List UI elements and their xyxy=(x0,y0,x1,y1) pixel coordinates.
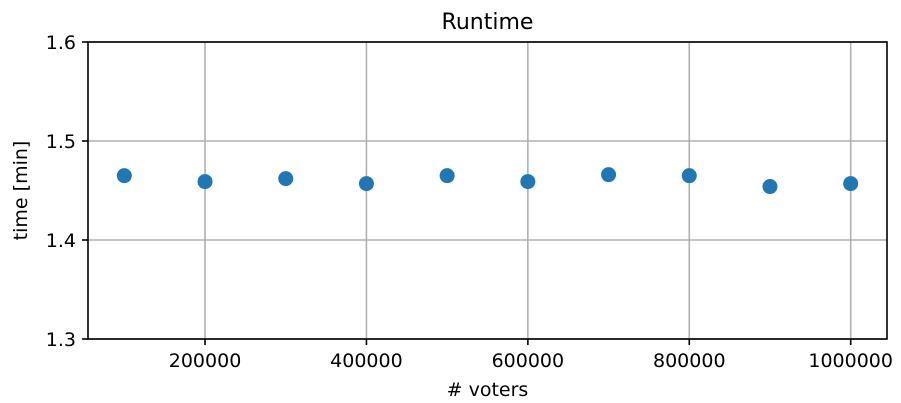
x-tick-label: 400000 xyxy=(330,350,403,372)
x-tick-label: 200000 xyxy=(169,350,242,372)
y-tick-label: 1.6 xyxy=(46,32,76,54)
y-tick-label: 1.4 xyxy=(46,230,76,252)
x-tick-label: 600000 xyxy=(492,350,565,372)
y-axis-label: time [min] xyxy=(10,141,32,241)
x-tick-label: 1000000 xyxy=(808,350,893,372)
data-points xyxy=(116,167,859,195)
x-axis-label: # voters xyxy=(447,379,529,401)
y-tick-label: 1.5 xyxy=(46,131,76,153)
data-point xyxy=(358,176,374,192)
data-point xyxy=(843,176,859,192)
data-point xyxy=(681,168,697,184)
data-point xyxy=(762,179,778,195)
data-point xyxy=(278,171,294,187)
y-tick-label: 1.3 xyxy=(46,329,76,351)
chart-title: Runtime xyxy=(442,10,534,35)
data-point xyxy=(601,167,617,183)
x-tick-label: 800000 xyxy=(653,350,726,372)
data-point xyxy=(197,174,213,190)
axis-ticks: 200000 400000 600000 800000 1000000 1.3 1.4 1.5… xyxy=(46,32,893,372)
data-point xyxy=(520,174,536,190)
data-point xyxy=(439,168,455,184)
plot-frame xyxy=(87,41,888,340)
data-point xyxy=(116,168,132,184)
